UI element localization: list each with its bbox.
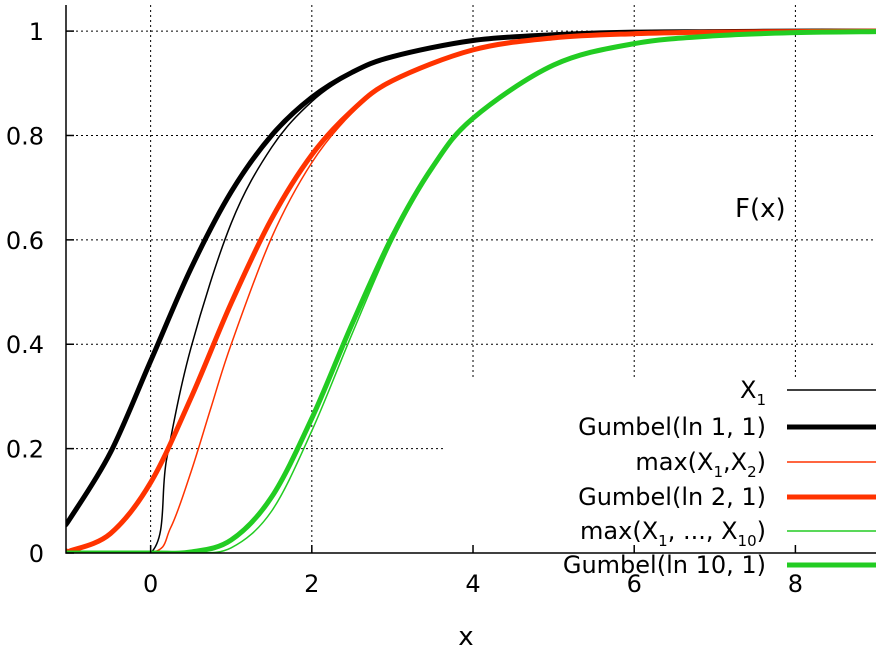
axes: 0 2 4 6 8 0 0.2 0.4 0.6 0.8 1	[6, 5, 876, 598]
legend-label-5: max(X1, ..., X10)	[580, 517, 766, 550]
y-tick-label: 0.8	[6, 122, 44, 150]
legend-label-1: X1	[740, 376, 766, 409]
series-line-6	[66, 29, 876, 553]
legend: X1 Gumbel(ln 1, 1) max(X1,X2)Gumbel(ln 2, …	[563, 376, 876, 579]
x-tick-label: 4	[465, 570, 480, 598]
y-tick-label: 0.4	[6, 331, 44, 359]
legend-label-2: Gumbel(ln 1, 1)	[578, 413, 766, 441]
y-tick-label: 0	[29, 540, 44, 568]
x-axis-label: x	[458, 622, 473, 649]
y-tick-label: 0.6	[6, 227, 44, 255]
x-tick-label: 2	[304, 570, 319, 598]
f-of-x-annotation: F(x)	[735, 194, 786, 224]
legend-label-3: max(X1,X2)	[635, 448, 766, 481]
legend-label-4: Gumbel(ln 2, 1)	[578, 483, 766, 511]
series-line-4	[66, 28, 876, 553]
x-tick-label: 8	[788, 570, 803, 598]
legend-label-6: Gumbel(ln 10, 1)	[563, 551, 766, 579]
y-tick-label: 1	[29, 18, 44, 46]
y-tick-label: 0.2	[6, 436, 44, 464]
x-tick-label: 0	[143, 570, 158, 598]
x-tick-label: 6	[627, 570, 642, 598]
series-line-2	[66, 28, 876, 528]
